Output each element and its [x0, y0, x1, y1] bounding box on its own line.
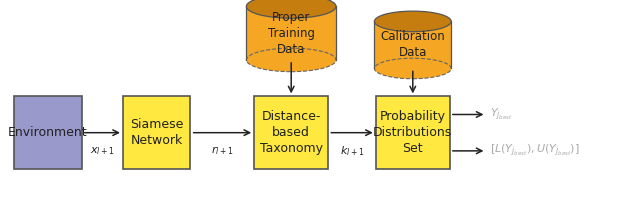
Ellipse shape	[374, 58, 451, 79]
Text: $k_{l+1}$: $k_{l+1}$	[340, 144, 364, 158]
Polygon shape	[246, 6, 336, 60]
Text: $Y_{j_{best}}$: $Y_{j_{best}}$	[490, 106, 513, 123]
FancyBboxPatch shape	[123, 96, 191, 169]
Ellipse shape	[246, 48, 336, 72]
Text: Probability
Distributions
Set: Probability Distributions Set	[373, 110, 452, 155]
Text: $r_{l+1}$: $r_{l+1}$	[211, 144, 234, 157]
Text: Siamese
Network: Siamese Network	[130, 118, 184, 147]
Polygon shape	[374, 21, 451, 68]
Text: Environment: Environment	[8, 126, 88, 139]
Ellipse shape	[246, 0, 336, 18]
Text: Distance-
based
Taxonomy: Distance- based Taxonomy	[260, 110, 323, 155]
FancyBboxPatch shape	[255, 96, 328, 169]
Text: $[L(Y_{j_{best}}), U(Y_{j_{best}})]$: $[L(Y_{j_{best}}), U(Y_{j_{best}})]$	[490, 143, 579, 159]
Ellipse shape	[374, 11, 451, 32]
Text: $x_{l+1}$: $x_{l+1}$	[90, 145, 115, 157]
Text: Calibration
Data: Calibration Data	[380, 30, 445, 59]
Text: Proper
Training
Data: Proper Training Data	[268, 11, 315, 56]
FancyBboxPatch shape	[14, 96, 82, 169]
FancyBboxPatch shape	[376, 96, 450, 169]
